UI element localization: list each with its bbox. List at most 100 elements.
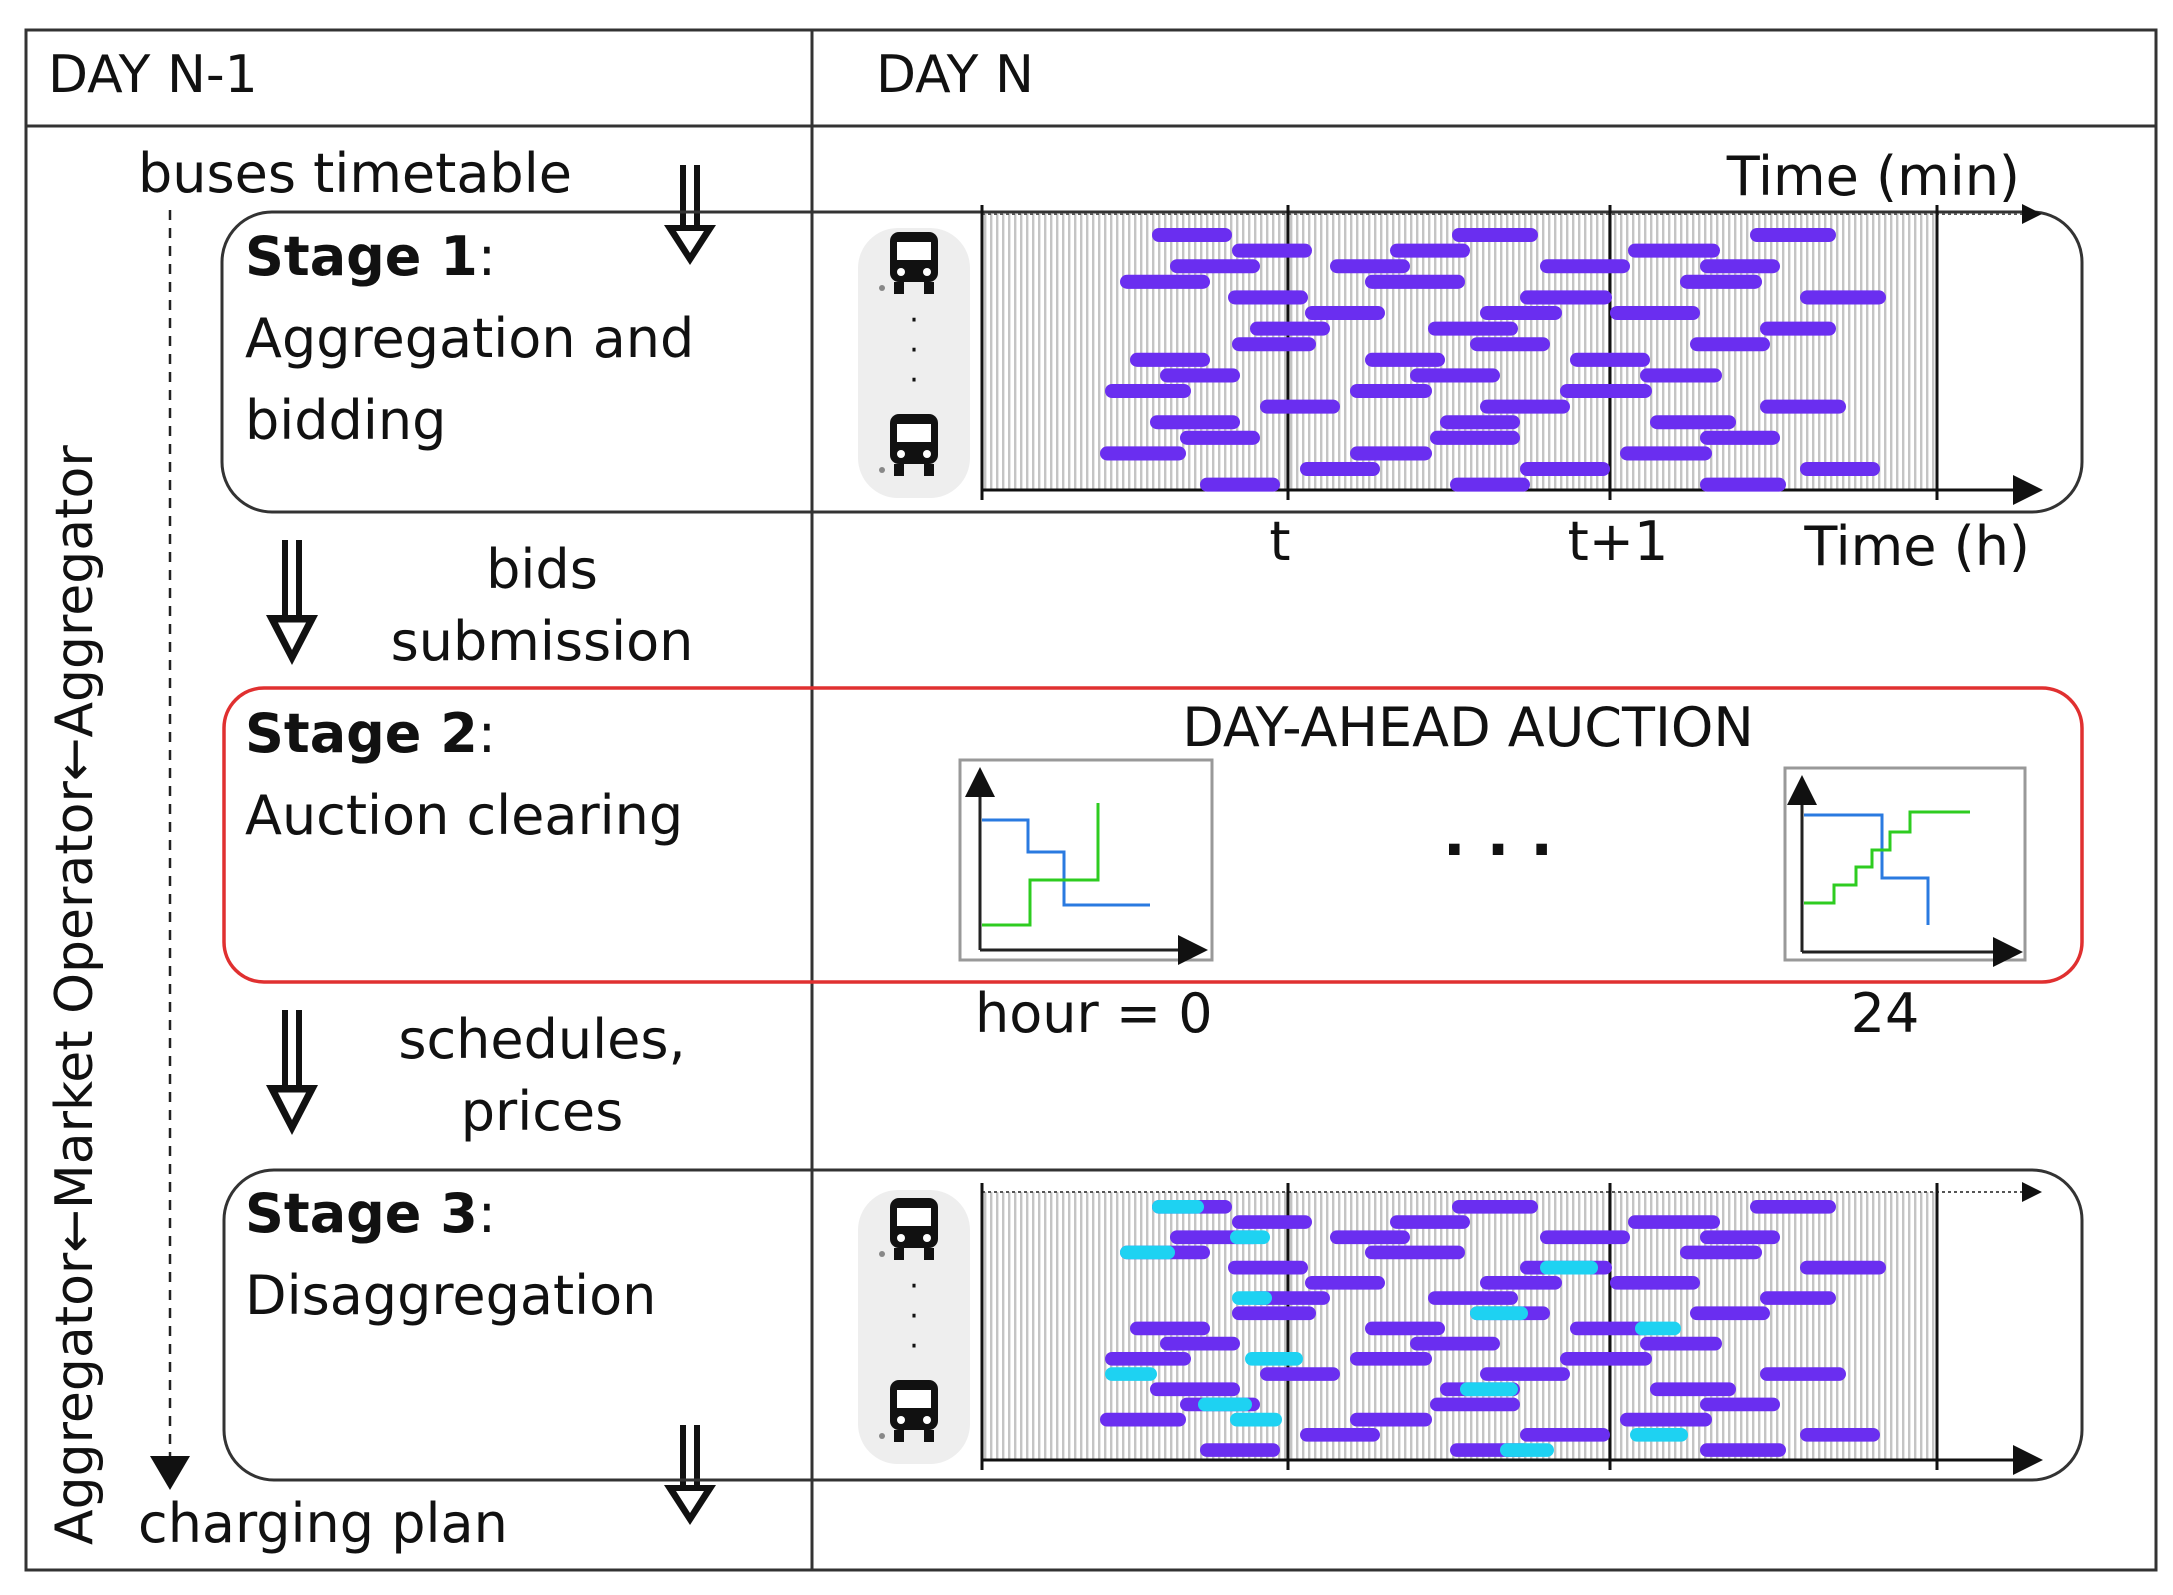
- stage2-line1: Auction clearing: [245, 784, 683, 847]
- charging-block: [1800, 462, 1880, 477]
- active-charging-block: [1230, 1230, 1270, 1245]
- charging-block: [1430, 1397, 1520, 1412]
- charging-block: [1130, 1321, 1210, 1336]
- charging-block: [1800, 1260, 1886, 1275]
- active-charging-block: [1230, 1412, 1282, 1427]
- charging-block: [1570, 352, 1650, 367]
- charging-block: [1150, 415, 1240, 430]
- charging-block: [1650, 1382, 1736, 1397]
- charging-block: [1700, 259, 1780, 274]
- output-label: charging plan: [138, 1492, 508, 1555]
- stage3-charging-blocks: [1100, 1200, 1886, 1457]
- charging-block: [1430, 430, 1520, 445]
- charging-block: [1160, 368, 1240, 383]
- charging-block: [1105, 384, 1191, 399]
- charging-block: [1540, 259, 1630, 274]
- charging-block: [1628, 1215, 1720, 1229]
- bids-down-arrow: [266, 540, 318, 665]
- charging-block: [1410, 368, 1500, 383]
- supply-curve: [982, 803, 1100, 927]
- bus-ellipsis: ·: [909, 333, 919, 368]
- charging-block: [1450, 477, 1530, 492]
- charging-block: [1428, 1291, 1518, 1305]
- charging-block: [1560, 1352, 1652, 1366]
- charging-block: [1100, 1412, 1186, 1427]
- charging-block: [1100, 446, 1186, 461]
- charging-block: [1760, 1367, 1846, 1381]
- stage3-title: Stage 3:: [245, 1182, 496, 1245]
- charging-block: [1452, 228, 1538, 243]
- input-down-arrow: [664, 165, 716, 265]
- charging-block: [1700, 1397, 1780, 1412]
- column-right-header: DAY N: [876, 45, 1034, 105]
- charging-block: [1365, 1245, 1465, 1260]
- charging-block: [1330, 259, 1410, 274]
- auction-last-hour-label: 24: [1851, 982, 1920, 1045]
- charging-block: [1480, 1276, 1562, 1290]
- charging-block: [1700, 1230, 1780, 1245]
- charging-block: [1232, 1215, 1312, 1229]
- charging-block: [1428, 321, 1518, 336]
- charging-block: [1305, 306, 1385, 321]
- charging-block: [1520, 1428, 1610, 1442]
- charging-block: [1540, 1230, 1630, 1245]
- charging-block: [1350, 446, 1432, 461]
- charging-block: [1300, 1428, 1380, 1442]
- bus-ellipsis: ·: [909, 1299, 919, 1334]
- charging-block: [1620, 446, 1712, 461]
- schedules-label-line2: prices: [461, 1080, 624, 1143]
- stage1-bus-column: · · ·: [858, 228, 970, 498]
- bus-ellipsis: ·: [909, 1269, 919, 1304]
- bids-label-line2: submission: [391, 610, 694, 673]
- charging-block: [1520, 290, 1612, 305]
- charging-block: [1610, 306, 1700, 321]
- charging-block: [1680, 274, 1762, 289]
- charging-block: [1690, 337, 1770, 352]
- charging-block: [1232, 337, 1316, 352]
- output-down-arrow: [664, 1425, 716, 1525]
- charging-block: [1628, 243, 1720, 258]
- charging-block: [1260, 399, 1340, 414]
- active-charging-block: [1105, 1367, 1157, 1381]
- charging-block: [1750, 1200, 1836, 1214]
- charging-block: [1170, 259, 1260, 274]
- stage1-charging-blocks: [1100, 228, 1886, 492]
- charging-block: [1390, 243, 1470, 258]
- dashed-flow-arrowhead: [150, 1456, 190, 1490]
- stage2-box: [222, 686, 2084, 984]
- timeline-bottom-axis-label: Time (h): [1803, 515, 2030, 578]
- charging-block: [1120, 274, 1210, 289]
- charging-block: [1390, 1215, 1470, 1229]
- charging-block: [1610, 1276, 1700, 1290]
- charging-block: [1150, 1382, 1240, 1397]
- auction-title: DAY-AHEAD AUCTION: [1182, 696, 1754, 759]
- charging-block: [1690, 1306, 1770, 1321]
- auction-chart-hour-0: [958, 758, 1214, 965]
- active-charging-block: [1152, 1200, 1204, 1214]
- charging-block: [1452, 1200, 1538, 1214]
- schedules-down-arrow: [266, 1010, 318, 1135]
- charging-block: [1760, 399, 1846, 414]
- timeline-tick-label-t1: t+1: [1568, 510, 1669, 573]
- bus-ellipsis: ·: [909, 363, 919, 398]
- charging-block: [1560, 384, 1652, 399]
- active-charging-block: [1540, 1260, 1598, 1275]
- charging-block: [1520, 462, 1610, 477]
- outer-frame: [24, 28, 2158, 1572]
- charging-block: [1232, 243, 1312, 258]
- charging-block: [1480, 306, 1562, 321]
- charging-block: [1300, 462, 1380, 477]
- active-charging-block: [1470, 1306, 1528, 1321]
- auction-first-hour-label: hour = 0: [975, 982, 1213, 1045]
- input-label: buses timetable: [138, 142, 572, 205]
- charging-block: [1680, 1245, 1762, 1260]
- timeline-top-axis-label: Time (min): [1726, 145, 2020, 208]
- column-left-header: DAY N-1: [48, 45, 258, 105]
- stage3-timeline: [980, 1182, 2043, 1475]
- stage1-box: [220, 210, 2084, 514]
- charging-block: [1228, 1260, 1308, 1275]
- bus-ellipsis: ·: [909, 1329, 919, 1364]
- charging-block: [1700, 477, 1786, 492]
- active-charging-block: [1635, 1321, 1681, 1336]
- auction-chart-hour-24: [1783, 766, 2027, 967]
